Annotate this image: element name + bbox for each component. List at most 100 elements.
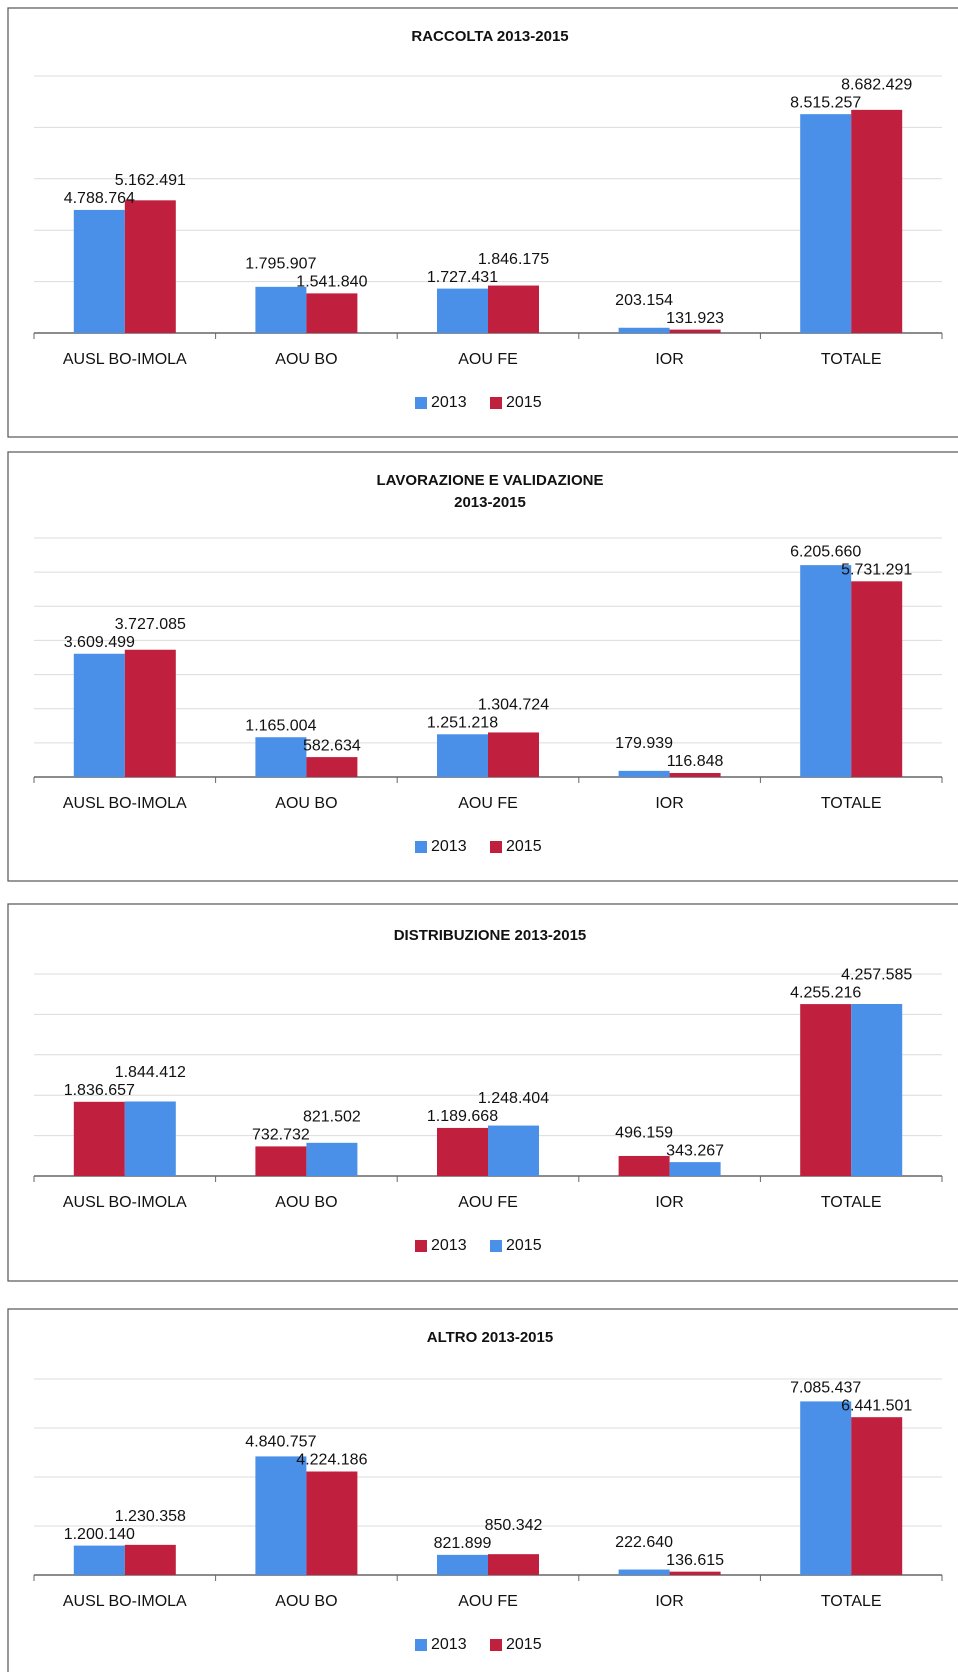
data-label: 1.727.431 — [427, 269, 498, 286]
data-label: 8.682.429 — [841, 76, 912, 93]
chart-title: LAVORAZIONE E VALIDAZIONE — [377, 472, 604, 489]
bar — [800, 1401, 852, 1575]
bar — [124, 649, 176, 777]
bar — [306, 1471, 358, 1575]
chart-title: DISTRIBUZIONE 2013-2015 — [394, 927, 587, 944]
data-label: 1.846.175 — [478, 251, 549, 268]
bar — [255, 737, 307, 777]
x-tick-label: AOU BO — [275, 351, 337, 368]
bar — [669, 1571, 721, 1575]
legend-label: 2015 — [506, 1636, 542, 1653]
bar — [437, 1554, 488, 1575]
legend-swatch — [490, 841, 502, 853]
bar — [124, 200, 176, 333]
bar — [306, 757, 358, 777]
bar — [124, 1101, 176, 1176]
bar — [800, 114, 852, 333]
bar — [851, 1003, 903, 1176]
data-label: 4.788.764 — [64, 190, 135, 207]
legend-swatch — [415, 841, 427, 853]
x-tick-label: IOR — [655, 1194, 683, 1211]
bar — [618, 327, 670, 333]
data-label: 6.441.501 — [841, 1397, 912, 1414]
legend-label: 2015 — [506, 394, 542, 411]
bar — [851, 581, 903, 777]
x-tick-label: TOTALE — [821, 795, 882, 812]
data-label: 6.205.660 — [790, 544, 861, 561]
data-label: 732.732 — [252, 1127, 310, 1144]
bar — [669, 1162, 721, 1176]
data-label: 1.304.724 — [478, 696, 549, 713]
bar — [488, 1125, 539, 1176]
x-tick-label: TOTALE — [821, 351, 882, 368]
bar — [73, 1545, 125, 1575]
legend-swatch — [415, 1639, 427, 1651]
data-label: 1.248.404 — [478, 1090, 549, 1107]
chart-title: ALTRO 2013-2015 — [427, 1329, 553, 1346]
data-label: 4.257.585 — [841, 966, 912, 983]
data-label: 343.267 — [666, 1142, 724, 1159]
bar — [73, 1101, 125, 1176]
bar — [437, 288, 488, 333]
data-label: 3.727.085 — [115, 616, 186, 633]
bar — [669, 773, 721, 777]
data-label: 496.159 — [615, 1124, 673, 1141]
x-tick-label: IOR — [655, 795, 683, 812]
bar — [306, 293, 358, 333]
bar — [306, 1142, 358, 1176]
data-label: 131.923 — [666, 310, 724, 327]
data-label: 1.251.218 — [427, 714, 498, 731]
x-tick-label: TOTALE — [821, 1194, 882, 1211]
bar — [669, 329, 721, 333]
x-tick-label: AOU FE — [458, 795, 518, 812]
data-label: 3.609.499 — [64, 634, 135, 651]
bar — [437, 1127, 488, 1176]
legend-label: 2013 — [431, 1237, 467, 1254]
legend-label: 2013 — [431, 394, 467, 411]
legend-swatch — [490, 397, 502, 409]
x-tick-label: AOU BO — [275, 1194, 337, 1211]
bar — [73, 653, 125, 777]
data-label: 821.899 — [434, 1535, 492, 1552]
bar — [488, 732, 539, 777]
bar — [73, 209, 125, 333]
data-label: 1.795.907 — [245, 256, 316, 273]
data-label: 1.541.840 — [296, 274, 367, 291]
panel — [7, 1308, 958, 1672]
data-label: 1.230.358 — [115, 1508, 186, 1525]
bar — [618, 1569, 670, 1575]
data-label: 850.342 — [485, 1517, 543, 1534]
data-label: 582.634 — [303, 737, 361, 754]
data-label: 179.939 — [615, 735, 673, 752]
bar — [488, 285, 539, 333]
x-tick-label: IOR — [655, 1593, 683, 1610]
x-tick-label: AUSL BO-IMOLA — [63, 1194, 187, 1211]
data-label: 222.640 — [615, 1534, 673, 1551]
legend-label: 2015 — [506, 1237, 542, 1254]
bar — [437, 734, 488, 777]
data-label: 1.200.140 — [64, 1526, 135, 1543]
legend-label: 2015 — [506, 838, 542, 855]
bar — [488, 1554, 539, 1575]
x-tick-label: AOU BO — [275, 795, 337, 812]
x-tick-label: AUSL BO-IMOLA — [63, 351, 187, 368]
legend-swatch — [415, 1240, 427, 1252]
data-label: 7.085.437 — [790, 1379, 861, 1396]
x-tick-label: AOU FE — [458, 351, 518, 368]
bar — [618, 1155, 670, 1176]
x-tick-label: AOU FE — [458, 1593, 518, 1610]
data-label: 1.189.668 — [427, 1108, 498, 1125]
x-tick-label: AUSL BO-IMOLA — [63, 1593, 187, 1610]
data-label: 821.502 — [303, 1109, 361, 1126]
data-label: 4.255.216 — [790, 984, 861, 1001]
x-tick-label: TOTALE — [821, 1593, 882, 1610]
data-label: 4.224.186 — [296, 1452, 367, 1469]
bar — [851, 109, 903, 333]
data-label: 5.731.291 — [841, 562, 912, 579]
bar — [800, 565, 852, 777]
legend-label: 2013 — [431, 1636, 467, 1653]
legend-swatch — [490, 1240, 502, 1252]
legend-swatch — [415, 397, 427, 409]
